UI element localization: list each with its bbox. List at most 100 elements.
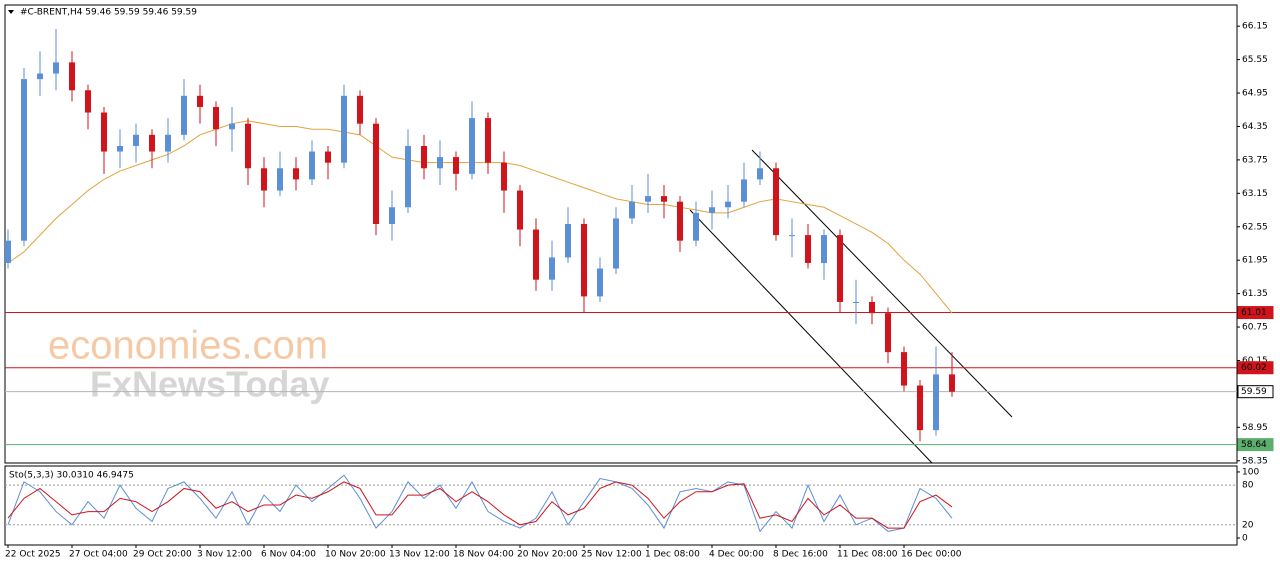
candle-body [293,168,299,180]
candle-body [389,207,395,224]
level-tag [1237,385,1274,399]
candle-body [885,313,891,353]
candle-body [133,134,139,146]
candle-body [533,229,539,280]
x-tick-label: 10 Nov 20:00 [325,550,386,560]
indicator-panel [4,465,1238,546]
candle-body [837,235,843,302]
main-panel [4,4,1238,464]
candle-body [869,301,875,314]
candle-body [725,201,731,208]
x-tick-label: 11 Dec 08:00 [837,550,898,560]
candle-body [501,162,507,191]
candle-body [101,112,107,152]
candle-body [277,168,283,191]
y-tick-label: 66.15 [1242,22,1268,32]
candle-body [21,79,27,241]
candle-body [469,118,475,174]
indicator-label: Sto(5,3,3) 30.0310 46.9475 [9,471,134,481]
candle-body [629,201,635,219]
candle-body [245,123,251,169]
level-label: 58.64 [1241,440,1267,450]
indicator-tick-label: 80 [1242,481,1254,491]
y-tick-label: 64.35 [1242,122,1268,132]
candle-body [5,240,11,263]
candle-body [773,168,779,236]
channel-line [751,149,1013,418]
y-tick-label: 60.75 [1242,323,1268,333]
candle-body [917,385,923,431]
watermark: FxNewsToday [90,364,329,405]
candle-body [805,235,811,263]
x-tick-label: 6 Nov 04:00 [261,550,316,560]
candle-body [789,235,795,237]
x-tick-label: 27 Oct 04:00 [69,550,128,560]
candle-body [853,301,859,303]
candle-body [421,145,427,169]
stochastic-d [7,481,953,529]
x-tick-label: 3 Nov 12:00 [197,550,252,560]
y-tick-label: 61.35 [1242,289,1268,299]
x-tick-label: 18 Nov 04:00 [453,550,514,560]
y-tick-label: 58.35 [1242,456,1268,466]
candle-body [597,268,603,297]
candle-body [213,106,219,130]
candle-body [437,157,443,169]
x-tick-label: 22 Oct 2025 [5,550,61,560]
candle-body [949,374,955,392]
candle-body [405,145,411,208]
candle-body [117,145,123,152]
level-tag [1237,438,1274,452]
candle-body [933,374,939,431]
candle-body [85,90,91,113]
stochastic-k [7,474,953,533]
y-tick-label: 61.95 [1242,256,1268,266]
level-tag [1237,361,1274,375]
y-tick-label: 65.55 [1242,55,1268,65]
candle-body [821,235,827,263]
x-tick-label: 13 Nov 12:00 [389,550,450,560]
x-tick-label: 1 Dec 08:00 [645,550,700,560]
candle-body [581,223,587,297]
indicator-tick-label: 0 [1242,533,1248,543]
level-label: 61.01 [1241,308,1267,318]
x-tick-label: 16 Dec 00:00 [901,550,962,560]
candle-body [757,168,763,180]
candle-body [645,196,651,202]
candle-body [341,95,347,163]
x-tick-label: 8 Dec 16:00 [773,550,828,560]
level-label: 59.59 [1241,387,1267,397]
candle-body [453,157,459,174]
candle-body [741,179,747,202]
x-tick-label: 4 Dec 00:00 [709,550,764,560]
indicator-tick-label: 100 [1242,467,1259,477]
candle-body [53,62,59,74]
candle-body [485,118,491,163]
candle-body [165,134,171,152]
candle-body [149,134,155,152]
y-tick-label: 63.15 [1242,189,1268,199]
candle-body [613,218,619,269]
candle-body [373,123,379,224]
candle-body [229,123,235,130]
x-tick-label: 20 Nov 20:00 [517,550,578,560]
candle-body [549,257,555,280]
candle-body [261,168,267,191]
channel-line [689,209,933,464]
candle-body [661,196,667,202]
menu-arrow[interactable] [8,10,14,14]
candle-body [197,95,203,107]
y-tick-label: 63.75 [1242,155,1268,165]
candle-body [901,352,907,386]
candle-body [69,62,75,91]
level-label: 60.02 [1241,363,1267,373]
candle-body [517,190,523,230]
candle-body [357,95,363,124]
candle-body [309,151,315,180]
moving-average [7,120,953,314]
y-tick-label: 58.95 [1242,423,1268,433]
candle-body [181,95,187,135]
y-tick-label: 60.15 [1242,356,1268,366]
x-tick-label: 29 Oct 20:00 [133,550,192,560]
